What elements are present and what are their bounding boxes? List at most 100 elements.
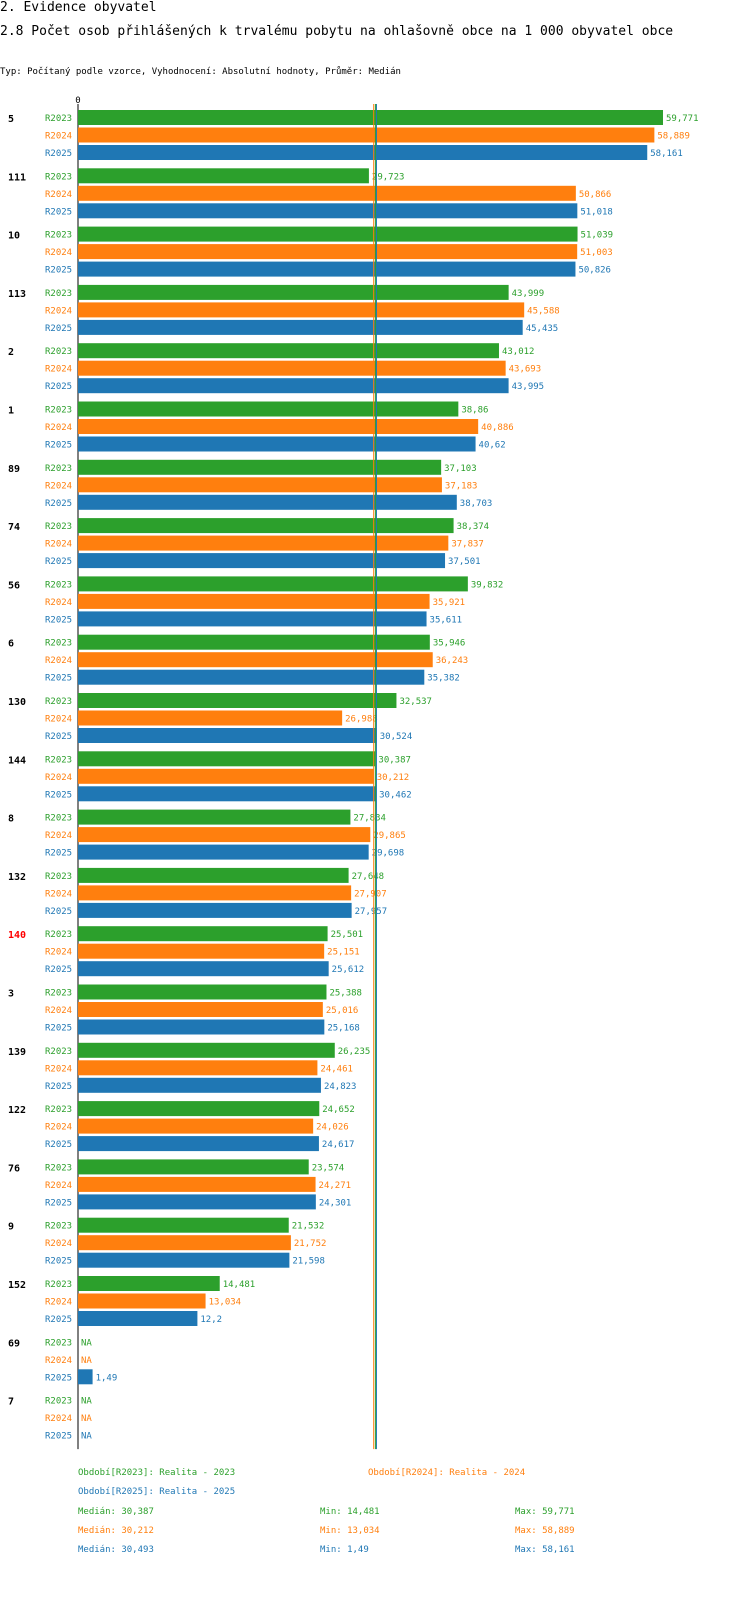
category-label: 3 [8, 989, 14, 1000]
series-label-r2025: R2025 [45, 441, 72, 451]
data-label: 24,617 [322, 1140, 355, 1150]
bar-r2023 [78, 693, 397, 708]
series-label-r2023: R2023 [45, 697, 72, 707]
bar-r2024 [78, 419, 479, 434]
series-label-r2024: R2024 [45, 889, 72, 899]
data-label: 24,301 [319, 1198, 352, 1208]
series-label-r2025: R2025 [45, 1140, 72, 1150]
data-label: 51,003 [580, 248, 613, 258]
series-label-r2023: R2023 [45, 1338, 72, 1348]
bar-r2024 [78, 1176, 316, 1192]
bar-r2023 [78, 576, 468, 592]
bar-r2024 [78, 185, 576, 201]
bar-r2025 [78, 669, 425, 685]
series-label-r2023: R2023 [45, 522, 72, 532]
series-label-r2024: R2024 [45, 1181, 72, 1191]
category-label: 7 [8, 1397, 14, 1408]
bar-r2025 [78, 494, 457, 510]
bar-r2023 [78, 284, 509, 300]
legend-period-r2025: Období[R2025]: Realita - 2025 [78, 1487, 236, 1497]
data-label: 58,889 [657, 132, 690, 142]
data-label: 24,823 [324, 1082, 357, 1092]
page-section-title: 2. Evidence obyvatel [0, 0, 157, 15]
data-label: 27,834 [353, 814, 386, 824]
bar-r2023 [78, 926, 328, 942]
category-label: 76 [8, 1163, 20, 1174]
bar-r2023 [78, 168, 369, 184]
category-label: 113 [8, 289, 26, 300]
bar-r2024 [78, 127, 655, 143]
data-label: 51,018 [580, 207, 613, 217]
data-label: 21,752 [294, 1239, 327, 1249]
bar-r2025 [78, 844, 369, 860]
legend-min-r2024: Min: 13,034 [320, 1526, 380, 1536]
series-label-r2023: R2023 [45, 755, 72, 765]
bar-r2024 [78, 302, 525, 318]
bar-r2023 [78, 1217, 289, 1233]
category-label: 130 [8, 697, 26, 708]
data-label: 32,537 [399, 697, 432, 707]
data-label: 35,382 [427, 674, 460, 684]
data-label: 43,995 [512, 382, 545, 392]
bar-r2025 [78, 728, 377, 743]
bar-r2024 [78, 1002, 323, 1017]
bar-r2025 [78, 261, 576, 277]
series-label-r2025: R2025 [45, 1432, 72, 1442]
bar-r2024 [78, 652, 433, 668]
data-label: 30,387 [378, 755, 411, 765]
series-label-r2024: R2024 [45, 132, 72, 142]
data-label: 38,374 [457, 522, 490, 532]
bar-r2024 [78, 244, 578, 260]
data-label: 50,866 [579, 190, 612, 200]
data-label: 43,012 [502, 347, 535, 357]
legend-max-r2023: Max: 59,771 [515, 1507, 575, 1517]
series-label-r2025: R2025 [45, 849, 72, 859]
data-label: 24,271 [319, 1181, 352, 1191]
data-label: 58,161 [650, 149, 683, 159]
category-label: 152 [8, 1280, 26, 1291]
bar-r2023 [78, 1101, 320, 1117]
series-label-r2025: R2025 [45, 674, 72, 684]
bar-r2025 [78, 1194, 316, 1210]
series-label-r2023: R2023 [45, 1222, 72, 1232]
series-label-r2025: R2025 [45, 324, 72, 334]
bar-r2024 [78, 1060, 318, 1076]
data-label: 12,2 [200, 1315, 222, 1325]
category-label: 140 [8, 930, 26, 941]
series-label-r2024: R2024 [45, 1123, 72, 1133]
series-label-r2024: R2024 [45, 598, 72, 608]
category-label: 111 [8, 172, 26, 183]
bar-r2025 [78, 436, 476, 452]
bar-r2025 [78, 786, 377, 802]
data-label: 13,034 [209, 1298, 242, 1308]
series-label-r2024: R2024 [45, 773, 72, 783]
data-label: 40,886 [481, 423, 514, 433]
bar-r2023 [78, 984, 327, 1000]
category-label: 74 [8, 522, 20, 533]
bar-r2025 [78, 553, 446, 569]
series-label-r2024: R2024 [45, 1298, 72, 1308]
series-label-r2024: R2024 [45, 481, 72, 491]
data-label: 26,988 [345, 715, 378, 725]
bar-r2025 [78, 378, 509, 394]
bar-r2025 [78, 1252, 290, 1268]
series-label-r2025: R2025 [45, 732, 72, 742]
bar-r2023 [78, 1276, 220, 1291]
category-label: 69 [8, 1338, 20, 1349]
data-label: 25,501 [331, 930, 364, 940]
bar-r2024 [78, 360, 506, 376]
series-label-r2025: R2025 [45, 1082, 72, 1092]
category-label: 8 [8, 814, 14, 825]
bar-r2025 [78, 902, 352, 918]
category-label: 1 [8, 406, 14, 417]
data-label: 21,532 [292, 1222, 325, 1232]
chart-subtitle: Typ: Počítaný podle vzorce, Vyhodnocení:… [0, 67, 401, 77]
bar-r2023 [78, 809, 351, 825]
series-label-r2023: R2023 [45, 930, 72, 940]
data-label: 38,86 [461, 406, 488, 416]
series-label-r2025: R2025 [45, 1373, 72, 1383]
series-label-r2023: R2023 [45, 231, 72, 241]
legend-median-r2025: Medián: 30,493 [78, 1545, 154, 1555]
series-label-r2023: R2023 [45, 1397, 72, 1407]
series-label-r2023: R2023 [45, 639, 72, 649]
